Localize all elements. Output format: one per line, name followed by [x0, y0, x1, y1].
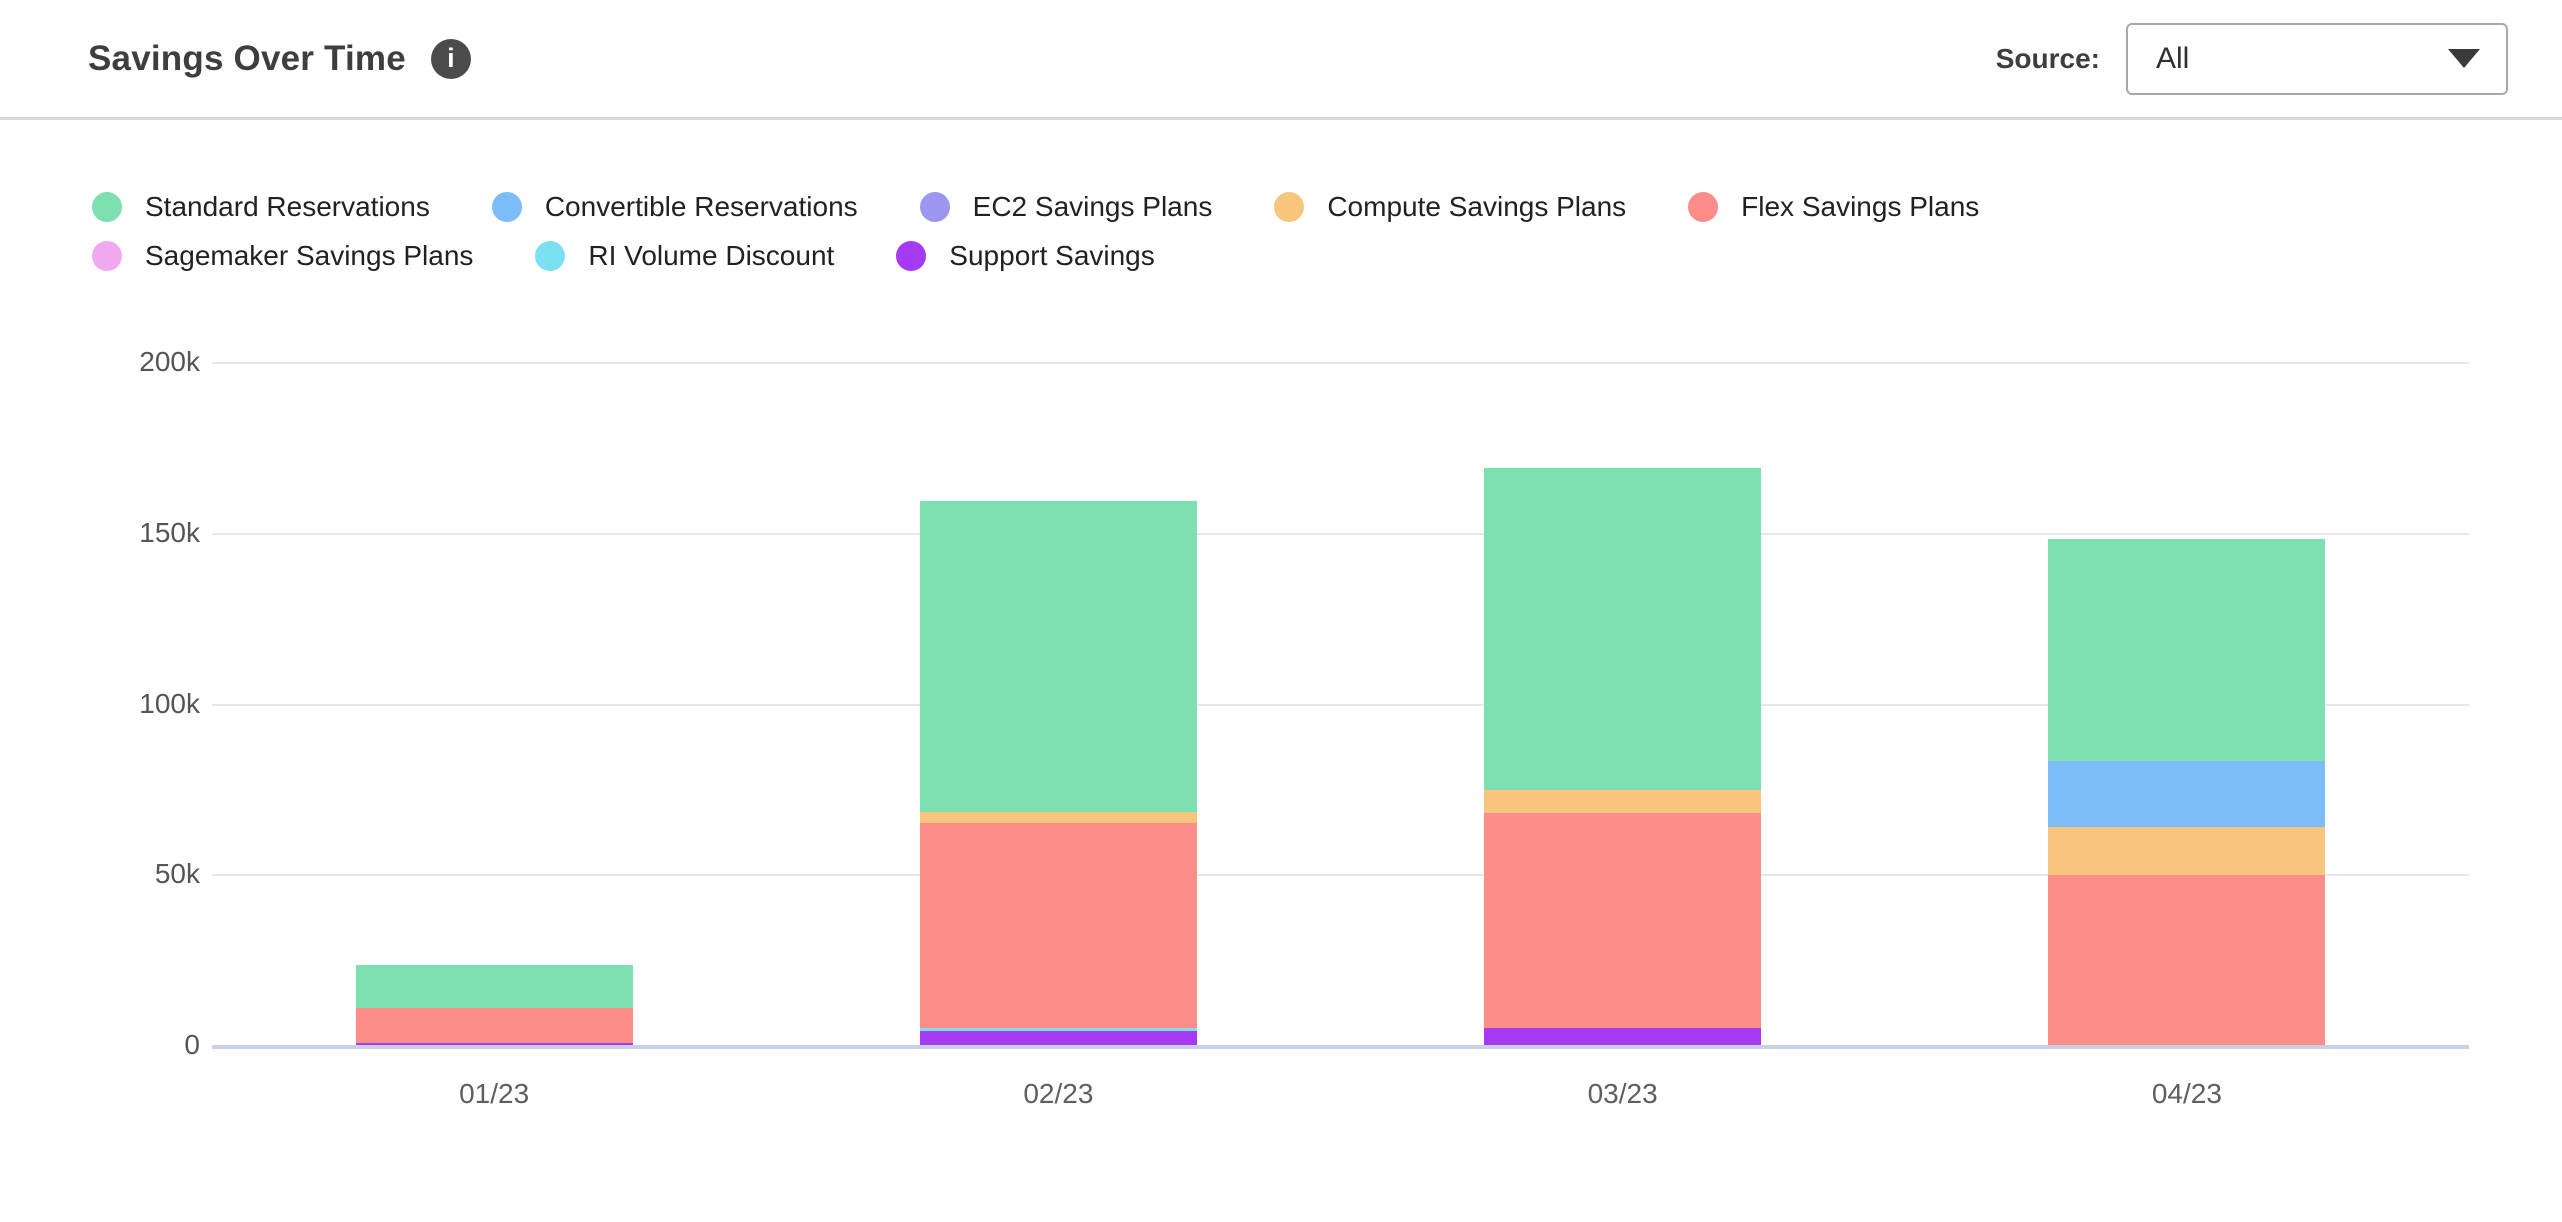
legend-item-label: Standard Reservations — [145, 190, 430, 222]
legend-item-flex-savings-plans[interactable]: Flex Savings Plans — [1688, 191, 1979, 223]
y-axis-tick-label: 150k — [139, 516, 200, 548]
legend-dot-icon — [92, 240, 122, 271]
plot-area — [212, 362, 2469, 1049]
x-axis-baseline — [212, 1045, 2469, 1049]
legend-item-label: Flex Savings Plans — [1741, 190, 1980, 222]
bar-segment-flex-savings-plans[interactable] — [1484, 813, 1762, 1029]
bar-segment-convertible-reservations[interactable] — [2048, 761, 2326, 828]
source-dropdown-value: All — [2156, 41, 2190, 75]
legend-item-compute-savings-plans[interactable]: Compute Savings Plans — [1274, 191, 1626, 223]
source-dropdown[interactable]: All — [2126, 22, 2508, 95]
x-axis-label: 02/23 — [1023, 1078, 1094, 1109]
legend-item-standard-reservations[interactable]: Standard Reservations — [92, 191, 430, 223]
chart-legend: Standard Reservations Convertible Reserva… — [92, 182, 1979, 280]
y-axis-tick-label: 50k — [154, 858, 200, 890]
bar-segment-compute-savings-plans[interactable] — [919, 812, 1197, 824]
gridline — [212, 532, 2469, 535]
gridline — [212, 362, 2469, 364]
x-axis-label: 03/23 — [1587, 1078, 1658, 1109]
bar-segment-flex-savings-plans[interactable] — [919, 823, 1197, 1029]
legend-dot-icon — [535, 240, 566, 271]
legend-item-sagemaker-savings-plans[interactable]: Sagemaker Savings Plans — [92, 240, 473, 272]
bar-segment-support-savings[interactable] — [1484, 1028, 1762, 1045]
info-icon[interactable]: i — [430, 38, 471, 79]
legend-item-label: Convertible Reservations — [544, 190, 858, 222]
gridline — [212, 874, 2469, 877]
chevron-down-icon — [2448, 49, 2480, 68]
x-axis-label: 04/23 — [2151, 1078, 2222, 1109]
bar-segment-standard-reservations[interactable] — [2048, 538, 2326, 762]
legend-dot-icon — [1688, 191, 1719, 222]
gridline — [212, 703, 2469, 706]
bar-segment-standard-reservations[interactable] — [355, 964, 633, 1009]
legend-item-label: Compute Savings Plans — [1327, 190, 1627, 222]
bar-segment-compute-savings-plans[interactable] — [2048, 827, 2326, 875]
legend-item-ri-volume-discount[interactable]: RI Volume Discount — [535, 240, 834, 272]
x-axis-label: 01/23 — [459, 1078, 530, 1109]
legend-dot-icon — [896, 240, 927, 271]
legend-item-convertible-reservations[interactable]: Convertible Reservations — [491, 190, 858, 223]
bar-segment-support-savings[interactable] — [919, 1030, 1197, 1045]
legend-item-label: Sagemaker Savings Plans — [145, 239, 474, 271]
legend-dot-icon — [919, 191, 950, 222]
y-axis-tick-label: 100k — [139, 687, 200, 719]
bar-segment-flex-savings-plans[interactable] — [355, 1008, 633, 1044]
y-axis-tick-label: 200k — [139, 346, 200, 377]
legend-item-label: Support Savings — [949, 239, 1155, 271]
legend-dot-icon — [1274, 191, 1305, 222]
bar-segment-standard-reservations[interactable] — [1484, 467, 1762, 791]
source-label: Source: — [1995, 42, 2100, 74]
chart-header: Savings Over Time i Source: All — [0, 0, 2562, 117]
legend-item-support-savings[interactable]: Support Savings — [896, 239, 1155, 272]
page-title: Savings Over Time — [88, 38, 406, 78]
legend-dot-icon — [491, 191, 522, 222]
legend-dot-icon — [92, 191, 122, 222]
y-axis-tick-label: 0 — [184, 1029, 200, 1060]
bar-segment-compute-savings-plans[interactable] — [1484, 790, 1762, 814]
bar-segment-standard-reservations[interactable] — [919, 500, 1197, 813]
bar-segment-flex-savings-plans[interactable] — [2048, 874, 2326, 1045]
legend-item-label: RI Volume Discount — [588, 239, 835, 271]
bar-segment-ri-volume-discount[interactable] — [919, 1028, 1197, 1031]
legend-item-ec2-savings-plans[interactable]: EC2 Savings Plans — [919, 190, 1213, 223]
bar-segment-support-savings[interactable] — [355, 1043, 633, 1045]
legend-row: Sagemaker Savings Plans RI Volume Discoun… — [92, 231, 1979, 280]
legend-row: Standard Reservations Convertible Reserva… — [92, 182, 1979, 231]
header-divider — [0, 117, 2562, 120]
legend-item-label: EC2 Savings Plans — [972, 190, 1213, 222]
